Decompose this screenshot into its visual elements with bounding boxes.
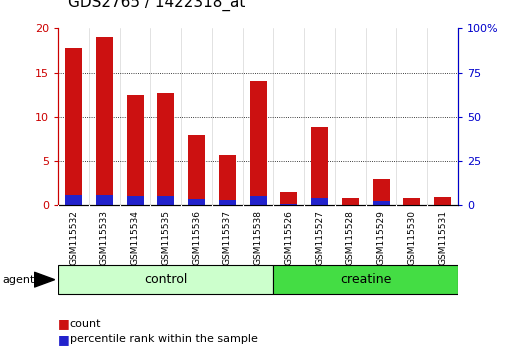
Bar — [433, 198, 450, 205]
Text: GSM115530: GSM115530 — [407, 210, 416, 265]
Bar — [402, 198, 420, 205]
Bar — [219, 155, 235, 205]
Bar — [372, 201, 389, 205]
Bar — [311, 198, 327, 205]
Text: GSM115533: GSM115533 — [99, 210, 109, 265]
Bar — [188, 199, 205, 205]
FancyBboxPatch shape — [273, 266, 457, 294]
Bar — [188, 135, 205, 205]
Bar — [95, 37, 113, 205]
Bar — [126, 196, 143, 205]
Text: ■: ■ — [58, 318, 70, 330]
Text: GSM115531: GSM115531 — [437, 210, 446, 265]
Text: control: control — [144, 273, 187, 286]
Text: GSM115526: GSM115526 — [284, 210, 293, 265]
Bar — [372, 179, 389, 205]
Text: GSM115528: GSM115528 — [345, 210, 354, 265]
Text: ■: ■ — [58, 333, 70, 346]
Text: percentile rank within the sample: percentile rank within the sample — [70, 334, 257, 344]
Text: GSM115538: GSM115538 — [253, 210, 262, 265]
Bar — [341, 198, 358, 205]
Bar — [157, 93, 174, 205]
Text: GSM115535: GSM115535 — [161, 210, 170, 265]
Bar — [65, 48, 82, 205]
Text: GDS2765 / 1422318_at: GDS2765 / 1422318_at — [68, 0, 245, 11]
FancyBboxPatch shape — [58, 266, 273, 294]
Text: GSM115537: GSM115537 — [222, 210, 231, 265]
Bar — [157, 196, 174, 205]
Bar — [219, 200, 235, 205]
Bar — [311, 127, 327, 205]
Bar — [95, 195, 113, 205]
Text: count: count — [70, 319, 101, 329]
Text: creatine: creatine — [339, 273, 390, 286]
Text: GSM115532: GSM115532 — [69, 210, 78, 265]
Bar — [249, 81, 266, 205]
Text: GSM115527: GSM115527 — [315, 210, 323, 265]
Bar — [65, 195, 82, 205]
Text: agent: agent — [3, 275, 35, 285]
Bar — [249, 196, 266, 205]
Polygon shape — [34, 272, 55, 287]
Bar — [280, 192, 296, 205]
Text: GSM115529: GSM115529 — [376, 210, 385, 265]
Text: GSM115534: GSM115534 — [130, 210, 139, 265]
Bar — [126, 95, 143, 205]
Text: GSM115536: GSM115536 — [192, 210, 200, 265]
Bar — [280, 204, 296, 205]
